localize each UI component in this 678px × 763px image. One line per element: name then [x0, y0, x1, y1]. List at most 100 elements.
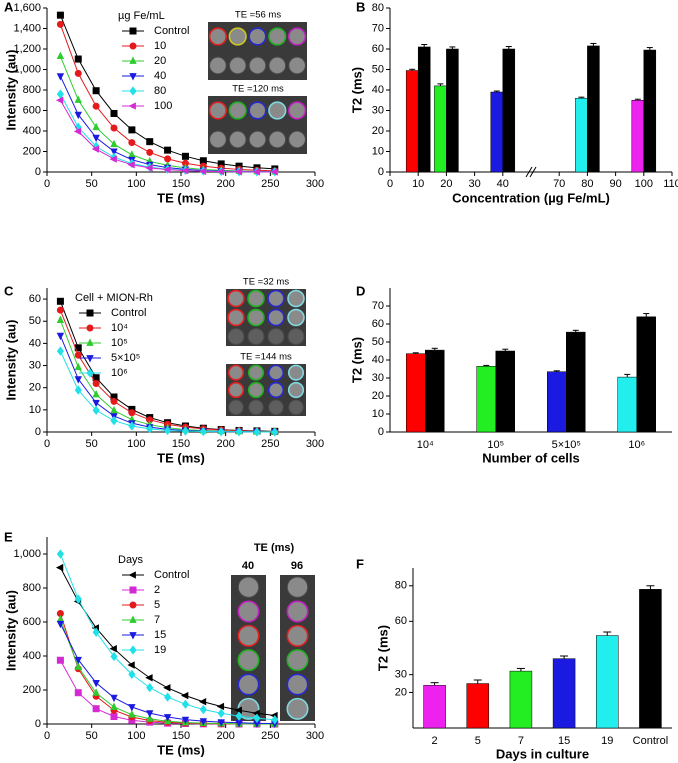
bar — [417, 46, 431, 173]
y-tick-label: 30 — [372, 104, 384, 116]
y-tick-label: 50 — [29, 315, 41, 327]
mri-well — [237, 600, 260, 623]
x-tick-label: 100 — [127, 178, 145, 190]
marker — [128, 669, 136, 680]
legend-marker — [129, 645, 137, 655]
marker — [234, 706, 242, 714]
panel-label: C — [4, 283, 14, 298]
x-tick-label: Control — [633, 735, 668, 747]
y-tick-label: 800 — [23, 582, 41, 594]
legend-marker — [86, 338, 94, 346]
marker — [56, 346, 64, 356]
x-tick-label: 150 — [172, 730, 190, 742]
marker — [146, 714, 154, 722]
marker — [110, 694, 118, 703]
marker — [217, 719, 225, 727]
bar — [502, 48, 516, 173]
mri-well — [237, 624, 260, 647]
y-tick-label: 70 — [372, 300, 384, 312]
marker — [128, 409, 136, 417]
y-tick-label: 80 — [395, 580, 407, 592]
marker — [56, 656, 64, 664]
marker — [180, 691, 189, 700]
x-tick-label: 19 — [601, 735, 613, 747]
y-tick-label: 1,400 — [13, 22, 41, 34]
mri-well — [287, 27, 307, 46]
x-tick-label: 70 — [553, 178, 565, 190]
marker — [73, 127, 82, 136]
mri-well — [227, 308, 245, 327]
bar — [566, 331, 586, 433]
x-tick-label: 200 — [216, 730, 234, 742]
marker — [92, 679, 100, 688]
marker — [199, 718, 208, 726]
marker — [110, 148, 118, 156]
legend-marker — [129, 586, 137, 594]
legend-label: Control — [154, 569, 189, 581]
x-axis-label: Days in culture — [496, 746, 589, 761]
x-axis-label: Number of cells — [482, 450, 580, 465]
marker — [56, 11, 64, 19]
marker — [181, 426, 190, 436]
x-tick-label: 10 — [412, 178, 424, 190]
marker — [270, 168, 278, 176]
y-tick-label: 200 — [23, 145, 41, 157]
mri-well — [286, 576, 309, 598]
annotation: TE =120 ms — [232, 84, 284, 95]
marker — [163, 714, 172, 722]
marker — [56, 549, 64, 559]
legend-marker — [86, 355, 94, 363]
legend-marker — [86, 324, 94, 332]
mri-well — [248, 399, 264, 416]
y-tick-label: 60 — [372, 318, 384, 330]
mri-well — [268, 101, 287, 120]
bar — [476, 366, 496, 433]
mri-well — [209, 130, 227, 149]
marker — [235, 427, 243, 437]
x-tick-label: 300 — [306, 178, 324, 190]
marker — [55, 96, 64, 104]
marker — [92, 627, 100, 637]
mri-well — [267, 328, 285, 345]
bar — [587, 45, 600, 173]
x-tick-label: 15 — [558, 735, 570, 747]
y-tick-label: 20 — [372, 125, 384, 137]
y-axis-label: Intensity (au) — [3, 50, 18, 131]
y-tick-label: 50 — [372, 63, 384, 75]
mri-well — [286, 649, 309, 672]
y-tick-label: 10 — [372, 145, 384, 157]
bar — [552, 658, 576, 729]
x-tick-label: 250 — [261, 438, 279, 450]
y-tick-label: 1,600 — [13, 2, 41, 14]
legend-marker — [129, 73, 137, 81]
marker — [235, 711, 243, 721]
x-tick-label: 0 — [44, 730, 50, 742]
x-tick-label: 2 — [432, 735, 438, 747]
bar — [547, 371, 567, 433]
legend-label: 10 — [154, 40, 166, 52]
mri-well — [288, 56, 306, 75]
y-tick-label: 40 — [372, 354, 384, 366]
legend-marker — [129, 601, 137, 609]
y-tick-label: 600 — [23, 104, 41, 116]
y-tick-label: 1,000 — [13, 548, 41, 560]
x-tick-label: 150 — [172, 178, 190, 190]
marker — [145, 674, 153, 682]
panel-label: E — [4, 529, 13, 544]
marker — [92, 688, 100, 696]
y-axis-label: Intensity (au) — [3, 320, 18, 401]
x-tick-label: 250 — [261, 730, 279, 742]
marker — [56, 620, 65, 629]
bar — [596, 635, 619, 729]
y-tick-label: 1,000 — [13, 63, 41, 75]
mri-well — [288, 399, 304, 416]
mri-well — [267, 308, 285, 327]
y-axis-label: T2 (ms) — [349, 67, 364, 113]
marker — [271, 715, 279, 725]
marker — [74, 95, 82, 103]
legend-marker — [128, 102, 136, 110]
mri-well — [208, 101, 228, 120]
bar — [495, 350, 515, 433]
legend-marker — [129, 56, 137, 64]
x-tick-label: 20 — [440, 178, 452, 190]
